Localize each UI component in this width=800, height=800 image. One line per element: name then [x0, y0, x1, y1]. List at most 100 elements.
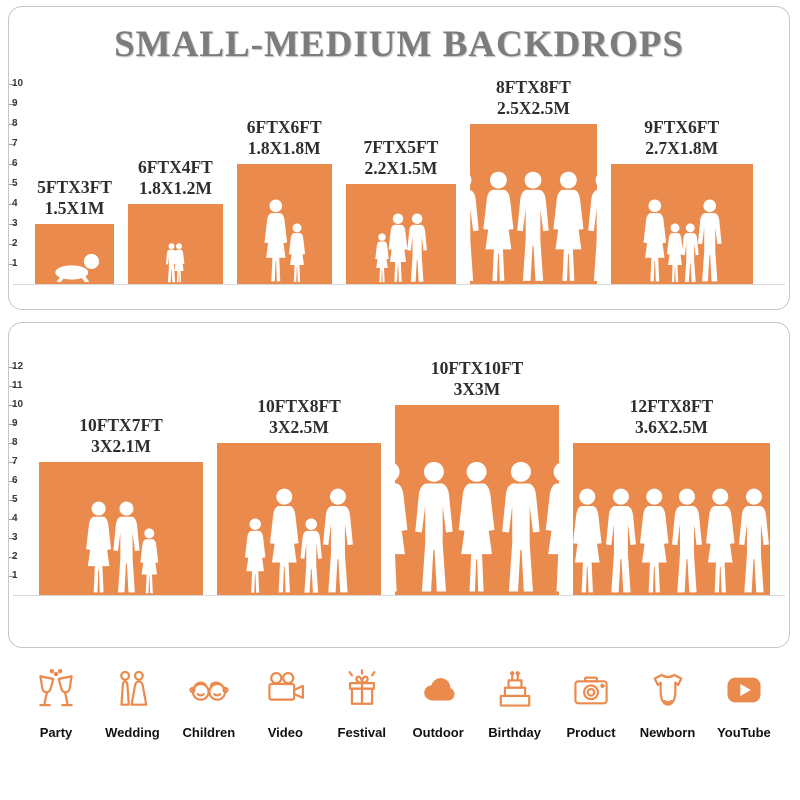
size-ft-label: 6FTX6FT [246, 117, 322, 137]
ruler-number: 6 [12, 158, 18, 169]
ruler-tick [9, 183, 16, 185]
size-m-label: 2.5X2.5M [496, 98, 570, 118]
size-m-label: 3.6X2.5M [634, 417, 708, 437]
size-ft-label: 10FTX8FT [257, 396, 341, 416]
ruler-tick [9, 537, 16, 539]
chart-baseline [13, 284, 785, 285]
category-label: YouTube [717, 725, 771, 740]
size-ft-label: 7FTX5FT [363, 137, 439, 157]
ruler-number: 8 [12, 118, 18, 129]
ruler-number: 8 [12, 437, 18, 448]
panel-small-medium: SMALL-MEDIUM BACKDROPS 1 2 3 4 5 6 7 8 9 10 5FTX3F… [8, 6, 790, 310]
ruler-tick [9, 123, 16, 125]
ruler-number: 5 [12, 494, 18, 505]
ruler-tick [9, 385, 16, 387]
ruler-tick [9, 263, 16, 265]
size-m-label: 1.8X1.2M [138, 178, 212, 198]
person-silhouette-adult-m [588, 176, 597, 281]
ruler-number: 4 [12, 198, 18, 209]
backdrop-size-label: 10FTX8FT 3X2.5M [257, 396, 341, 438]
ruler-number: 7 [12, 456, 18, 467]
person-silhouette-adult-m [470, 176, 479, 281]
ruler-tick [9, 103, 16, 105]
size-m-label: 2.2X1.5M [364, 158, 438, 178]
person-silhouette-adult-f [546, 463, 559, 592]
ruler-number: 10 [12, 78, 24, 89]
ruler-tick [9, 366, 16, 368]
person-silhouette-child-f [288, 223, 306, 282]
backdrop-size-label: 10FTX7FT 3X2.1M [79, 415, 163, 457]
person-silhouette-adult-f [643, 199, 666, 282]
video-icon [263, 668, 307, 717]
figure-row [237, 199, 332, 283]
party-icon [34, 668, 78, 717]
figure-row [35, 250, 114, 283]
ruler-number: 3 [12, 532, 18, 543]
category-youtube: YouTube [708, 668, 780, 740]
category-festival: Festival [326, 668, 398, 740]
backdrop-size-label: 5FTX3FT 1.5X1M [37, 177, 112, 219]
category-party: Party [20, 668, 92, 740]
size-ft-label: 6FTX4FT [137, 157, 213, 177]
ruler-tick [9, 461, 16, 463]
person-silhouette-child-m [682, 223, 700, 282]
figure-row [573, 488, 770, 594]
backdrop-size-label: 6FTX4FT 1.8X1.2M [138, 157, 213, 199]
person-silhouette-adult-m [322, 488, 353, 592]
size-ft-label: 10FTX7FT [79, 415, 163, 435]
backdrop-block-12ftx8ft [573, 443, 770, 595]
panel-large: 1 2 3 4 5 6 7 8 9 10 11 12 10FTX7FT 3X2.1M 10FTX8FT 3X2… [8, 322, 790, 648]
size-chart-bottom: 1 2 3 4 5 6 7 8 9 10 11 12 10FTX7FT 3X2.1M 10FTX8FT 3X2… [9, 323, 789, 647]
category-row: Party Wedding [0, 668, 800, 740]
person-silhouette-adult-m [113, 501, 140, 593]
category-label: Outdoor [412, 725, 464, 740]
backdrop-size-label: 10FTX10FT 3X3M [431, 358, 523, 400]
person-silhouette-adult-f [573, 488, 602, 592]
backdrop-block-9ftx6ft [610, 164, 753, 284]
person-silhouette-adult-f [706, 488, 735, 592]
person-silhouette-adult-m [501, 461, 540, 592]
person-silhouette-adult-m [697, 199, 722, 282]
backdrop-block-6ftx4ft [128, 204, 223, 284]
ruler-tick [9, 480, 16, 482]
size-ft-label: 5FTX3FT [37, 177, 112, 197]
wedding-icon [110, 668, 154, 717]
figure-row [611, 199, 753, 283]
figure-row [39, 501, 203, 594]
newborn-icon [646, 668, 690, 717]
page-title: SMALL-MEDIUM BACKDROPS [114, 24, 684, 65]
size-ft-label: 12FTX8FT [629, 396, 714, 416]
size-ft-label: 10FTX10FT [430, 358, 524, 378]
birthday-icon [493, 668, 537, 717]
size-chart-top: 1 2 3 4 5 6 7 8 9 10 5FTX3FT 1.5X1M 6FTX4FT 1.8X1.2M 6… [9, 7, 789, 309]
person-silhouette-adult-f [395, 463, 408, 592]
ruler-number: 1 [12, 258, 18, 269]
ruler-number: 9 [12, 98, 18, 109]
size-m-label: 1.5X1M [44, 198, 105, 218]
person-silhouette-adult-m [738, 488, 769, 592]
person-silhouette-adult-f [553, 171, 584, 281]
backdrop-block-10ftx7ft [39, 462, 203, 595]
category-label: Party [39, 725, 73, 740]
category-wedding: Wedding [96, 668, 168, 740]
ruler-tick [9, 575, 16, 577]
person-silhouette-adult-f [269, 488, 299, 592]
backdrop-size-label: 9FTX6FT 2.7X1.8M [644, 117, 719, 159]
product-icon [569, 668, 613, 717]
category-birthday: Birthday [479, 668, 551, 740]
person-silhouette-adult-f [482, 171, 514, 281]
ruler-number: 12 [12, 361, 24, 372]
backdrop-block-7ftx5ft [345, 184, 457, 284]
ruler-tick [9, 499, 16, 501]
ruler-number: 2 [12, 551, 18, 562]
category-label: Festival [337, 725, 386, 740]
ruler-tick [9, 404, 16, 406]
person-silhouette-child-f [173, 243, 185, 283]
ruler-tick [9, 243, 16, 245]
ruler-number: 4 [12, 513, 18, 524]
category-product: Product [555, 668, 627, 740]
size-ft-label: 8FTX8FT [495, 77, 571, 97]
person-silhouette-child-m [300, 518, 323, 593]
person-silhouette-adult-m [517, 171, 550, 281]
category-video: Video [249, 668, 321, 740]
